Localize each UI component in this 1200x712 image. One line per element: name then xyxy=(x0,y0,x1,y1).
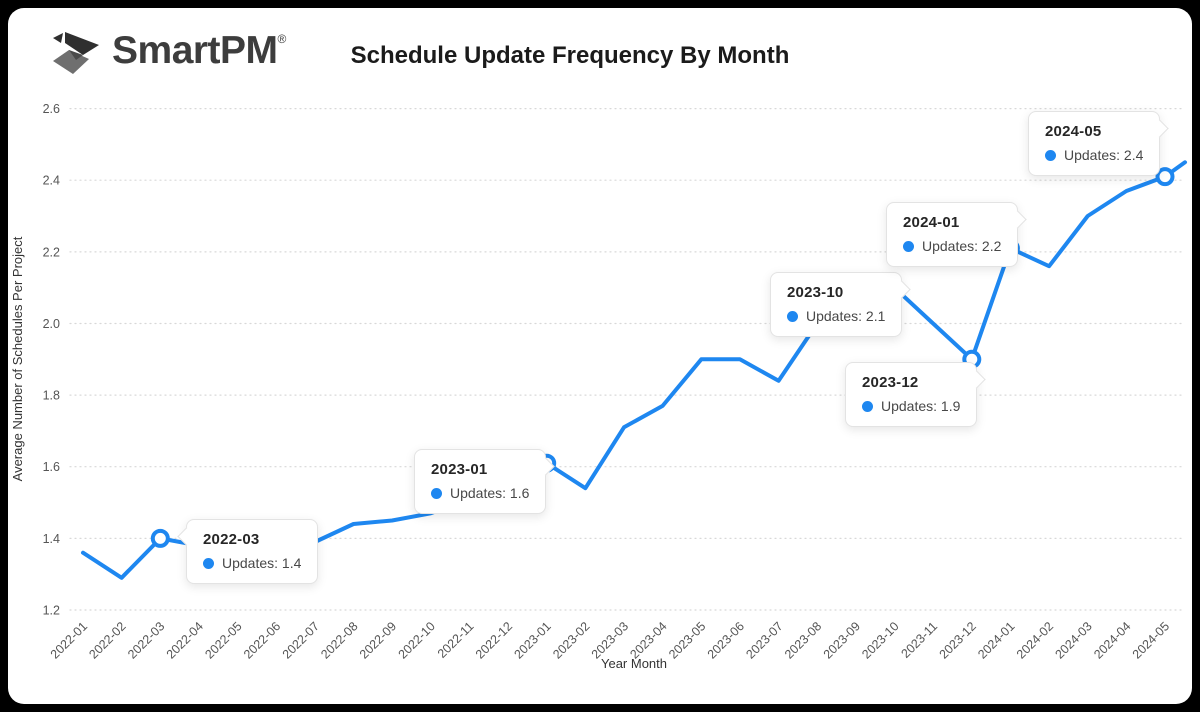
x-tick-label: 2023-01 xyxy=(511,619,553,661)
x-tick-label: 2022-11 xyxy=(435,619,477,661)
x-tick-label: 2022-06 xyxy=(241,619,283,661)
x-axis-title: Year Month xyxy=(601,656,667,671)
data-point-marker[interactable] xyxy=(150,528,170,548)
x-tick-label: 2024-05 xyxy=(1130,619,1172,661)
registered-trademark-symbol: ® xyxy=(277,32,287,46)
chart-title: Schedule Update Frequency By Month xyxy=(350,42,790,69)
chart-card xyxy=(8,8,1192,704)
x-tick-label: 2023-09 xyxy=(821,619,863,661)
x-tick-label: 2023-06 xyxy=(705,619,747,661)
y-tick-label: 2.0 xyxy=(43,317,60,331)
x-tick-label: 2024-01 xyxy=(975,619,1017,661)
x-tick-label: 2022-01 xyxy=(48,619,90,661)
x-tick-label: 2022-08 xyxy=(318,619,360,661)
data-point-marker[interactable] xyxy=(537,453,557,473)
x-tick-label: 2022-09 xyxy=(357,619,399,661)
y-tick-label: 1.4 xyxy=(43,532,60,546)
data-line xyxy=(81,160,1187,580)
x-tick-label: 2022-02 xyxy=(86,619,128,661)
x-tick-label: 2023-05 xyxy=(666,619,708,661)
y-tick-label: 2.6 xyxy=(43,102,60,116)
y-tick-label: 2.2 xyxy=(43,245,60,259)
data-point-marker[interactable] xyxy=(885,278,904,298)
x-tick-label: 2022-10 xyxy=(396,619,438,661)
y-tick-label: 1.8 xyxy=(43,389,60,403)
data-point-marker[interactable] xyxy=(1155,167,1175,187)
x-tick-label: 2022-12 xyxy=(473,619,515,661)
data-point-marker[interactable] xyxy=(962,349,982,369)
x-tick-label: 2022-05 xyxy=(202,619,244,661)
data-point-marker[interactable] xyxy=(1000,238,1020,258)
smartpm-logo-text: SmartPM xyxy=(112,29,278,72)
x-tick-label: 2022-07 xyxy=(280,619,322,661)
x-tick-label: 2022-03 xyxy=(125,619,167,661)
x-tick-label: 2024-04 xyxy=(1091,619,1133,661)
x-tick-label: 2024-03 xyxy=(1052,619,1094,661)
smartpm-logo-icon xyxy=(53,32,99,74)
x-tick-label: 2024-02 xyxy=(1014,619,1056,661)
x-tick-label: 2023-12 xyxy=(937,619,979,661)
x-tick-label: 2023-07 xyxy=(743,619,785,661)
x-tick-label: 2023-11 xyxy=(899,619,941,661)
smartpm-logo: SmartPM ® xyxy=(52,28,286,76)
x-tick-label: 2023-08 xyxy=(782,619,824,661)
y-axis-title: Average Number of Schedules Per Project xyxy=(10,236,25,481)
x-tick-label: 2022-04 xyxy=(164,619,206,661)
x-tick-label: 2023-02 xyxy=(550,619,592,661)
y-tick-label: 1.6 xyxy=(43,460,60,474)
y-tick-label: 1.2 xyxy=(43,604,60,618)
y-tick-label: 2.4 xyxy=(43,174,60,188)
x-tick-label: 2023-10 xyxy=(859,619,901,661)
